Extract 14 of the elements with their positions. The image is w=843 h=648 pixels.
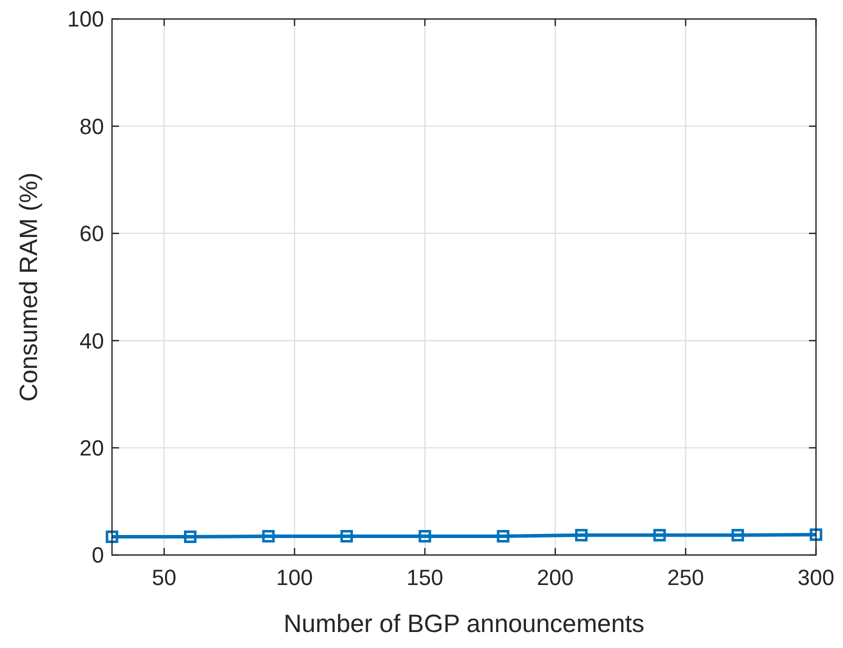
y-tick-label: 80 bbox=[80, 114, 104, 139]
x-tick-label: 250 bbox=[667, 565, 704, 590]
x-tick-label: 150 bbox=[406, 565, 444, 590]
y-axis-title: Consumed RAM (%) bbox=[15, 172, 43, 402]
y-tick-label: 0 bbox=[92, 542, 104, 568]
x-tick-label: 300 bbox=[798, 565, 834, 590]
y-tick-label: 100 bbox=[67, 6, 104, 32]
x-tick-label: 200 bbox=[536, 565, 574, 590]
y-tick-label: 20 bbox=[80, 436, 104, 460]
x-tick-label: 100 bbox=[276, 565, 313, 590]
y-tick-label: 60 bbox=[80, 221, 104, 246]
x-tick-label: 50 bbox=[152, 565, 176, 590]
x-axis-title: Number of BGP announcements bbox=[284, 610, 644, 638]
y-tick-label: 40 bbox=[80, 328, 104, 354]
